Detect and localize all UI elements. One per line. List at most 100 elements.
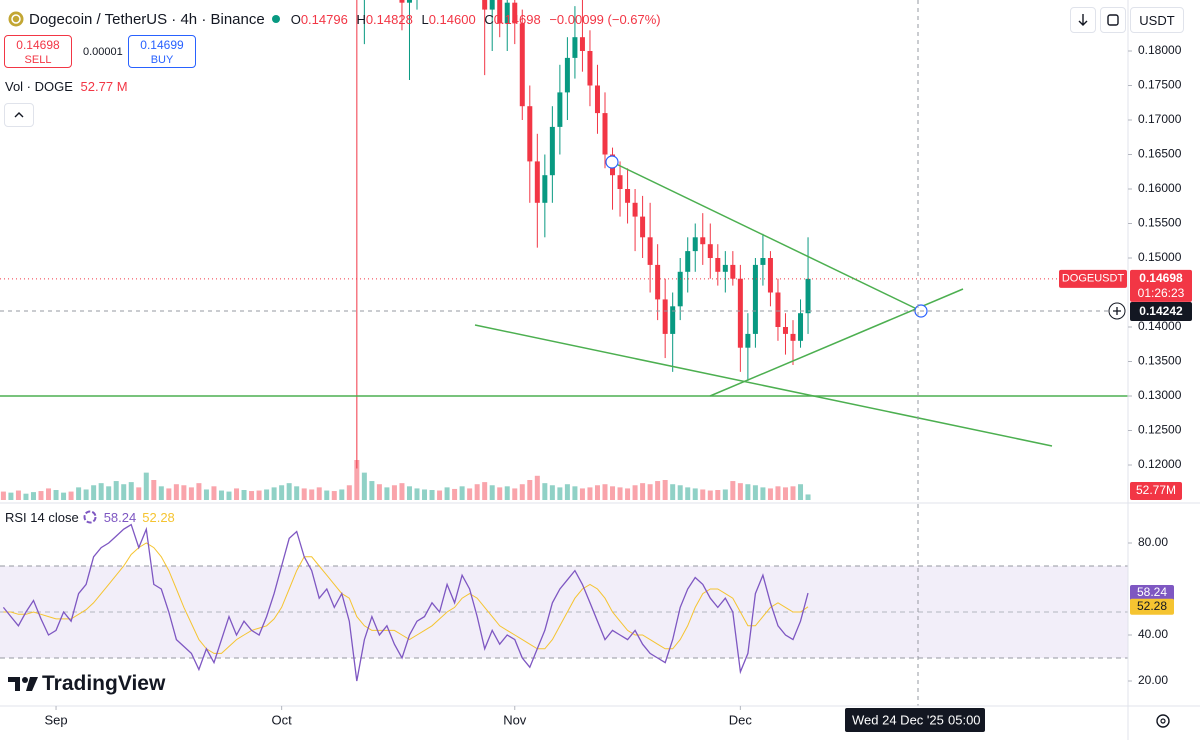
rsi-value-box [1130,585,1174,602]
candle-body [677,271,683,307]
volume-bar [737,483,743,500]
y-tick-label: 0.16500 [1138,147,1182,161]
volume-bar [459,486,465,500]
candle-body [557,92,563,127]
axes: 0.18000 0.17500 0.17000 0.16500 0.16000 0.155… [44,43,1181,727]
volume-bar [730,481,736,500]
symbol-label: DOGEUSDT [1062,273,1125,285]
candle-body [655,264,661,300]
y-tick-label: 0.17000 [1138,112,1182,126]
volume-bar [128,482,134,500]
symbol-title[interactable]: Dogecoin / TetherUS · 4h · Binance [29,10,265,28]
volume-bar [331,491,337,500]
volume-bar [354,460,360,500]
buy-button[interactable]: 0.14699 BUY [128,35,196,68]
brand-logo[interactable]: TradingView [8,672,165,696]
volume-bar [98,483,104,500]
volume-bar [640,483,646,500]
candle-body [782,327,788,334]
collapse-legend-button[interactable] [4,103,34,127]
y-tick-label: 0.14000 [1138,319,1182,333]
candle-body [617,175,623,190]
volume-bar [264,489,270,500]
volume-bar [106,486,112,500]
candle-body [767,258,773,293]
volume-bar [406,486,412,500]
volume-label-box [1130,482,1182,500]
ohlc-label: C [484,11,494,27]
price-change: −0.00099 (−0.67%) [549,11,661,27]
download-button[interactable] [1070,7,1096,33]
volume-bar [632,485,638,500]
x-tick-label: Sep [44,712,67,727]
plus-icon [1113,307,1121,315]
volume-bar [346,485,352,500]
volume-bar [587,487,593,500]
currency-selector[interactable]: USDT [1130,7,1184,33]
volume-bar [234,488,240,500]
chevron-up-icon [14,112,24,118]
volume-bar [399,483,405,500]
replay-button[interactable] [1100,7,1126,33]
y-tick-label: 0.12000 [1138,457,1182,471]
candle-body [760,258,766,265]
candle-body [745,333,751,348]
volume-bar [542,483,548,500]
crosshair-clock: 05:00 [948,712,981,727]
x-tick-label: Dec [729,712,753,727]
volume-bar [610,486,616,500]
y-tick-label: 80.00 [1138,535,1168,549]
y-tick-label: 0.17500 [1138,78,1182,92]
ohlc-value: 0.14828 [365,11,413,27]
volume-bar [497,487,503,500]
volume-bar [512,488,518,500]
candle-body [798,313,804,341]
candle-body [700,237,706,245]
y-tick-label: 0.13500 [1138,354,1182,368]
candle-body [399,0,405,3]
rsi-ma-axis-value: 52.28 [1137,599,1167,613]
volume-bar [294,486,300,500]
volume-bar [549,485,555,500]
rsi-axis-value: 58.24 [1137,585,1167,599]
rsi-settings-icon[interactable] [79,509,101,525]
volume-bar [301,488,307,500]
volume-bar [670,484,676,500]
volume-bar [760,487,766,500]
volume-bar [504,486,510,500]
candle-body [587,50,593,86]
rsi-pane [0,523,1128,682]
volume-legend-label: Vol · DOGE [5,79,73,94]
candle-body [527,106,533,162]
volume-bar [414,488,420,500]
volume-bar [647,484,653,500]
candle-body [752,264,758,334]
sell-button[interactable]: 0.14698 SELL [4,35,72,68]
volume-bar [68,491,74,500]
brand-mark [8,677,38,691]
trendline[interactable] [474,324,1053,447]
volume-bar [76,487,82,500]
candle-body [707,244,713,259]
candle-body [579,37,585,51]
volume-bar [707,490,713,500]
y-tick-label: 0.15500 [1138,216,1182,230]
trendline[interactable] [611,161,922,312]
arrow-down-icon [1078,14,1088,26]
settings-button[interactable] [1156,714,1170,728]
rsi-title: RSI 14 close [5,509,79,525]
volume-bar [369,481,375,500]
drawing-handle[interactable] [605,155,619,169]
volume-bar [23,493,29,500]
brand-name: TradingView [42,672,166,695]
crosshair-date: Wed 24 Dec '25 [852,712,944,727]
volume-bar [767,488,773,500]
volume-bar [279,485,285,500]
volume-bar [745,484,751,500]
crosshair-time-box [845,708,985,732]
volume-bar [489,485,495,500]
volume-bar [617,487,623,500]
candle-body [692,237,698,252]
volume-bar [218,490,224,500]
volume-bar [286,483,292,500]
